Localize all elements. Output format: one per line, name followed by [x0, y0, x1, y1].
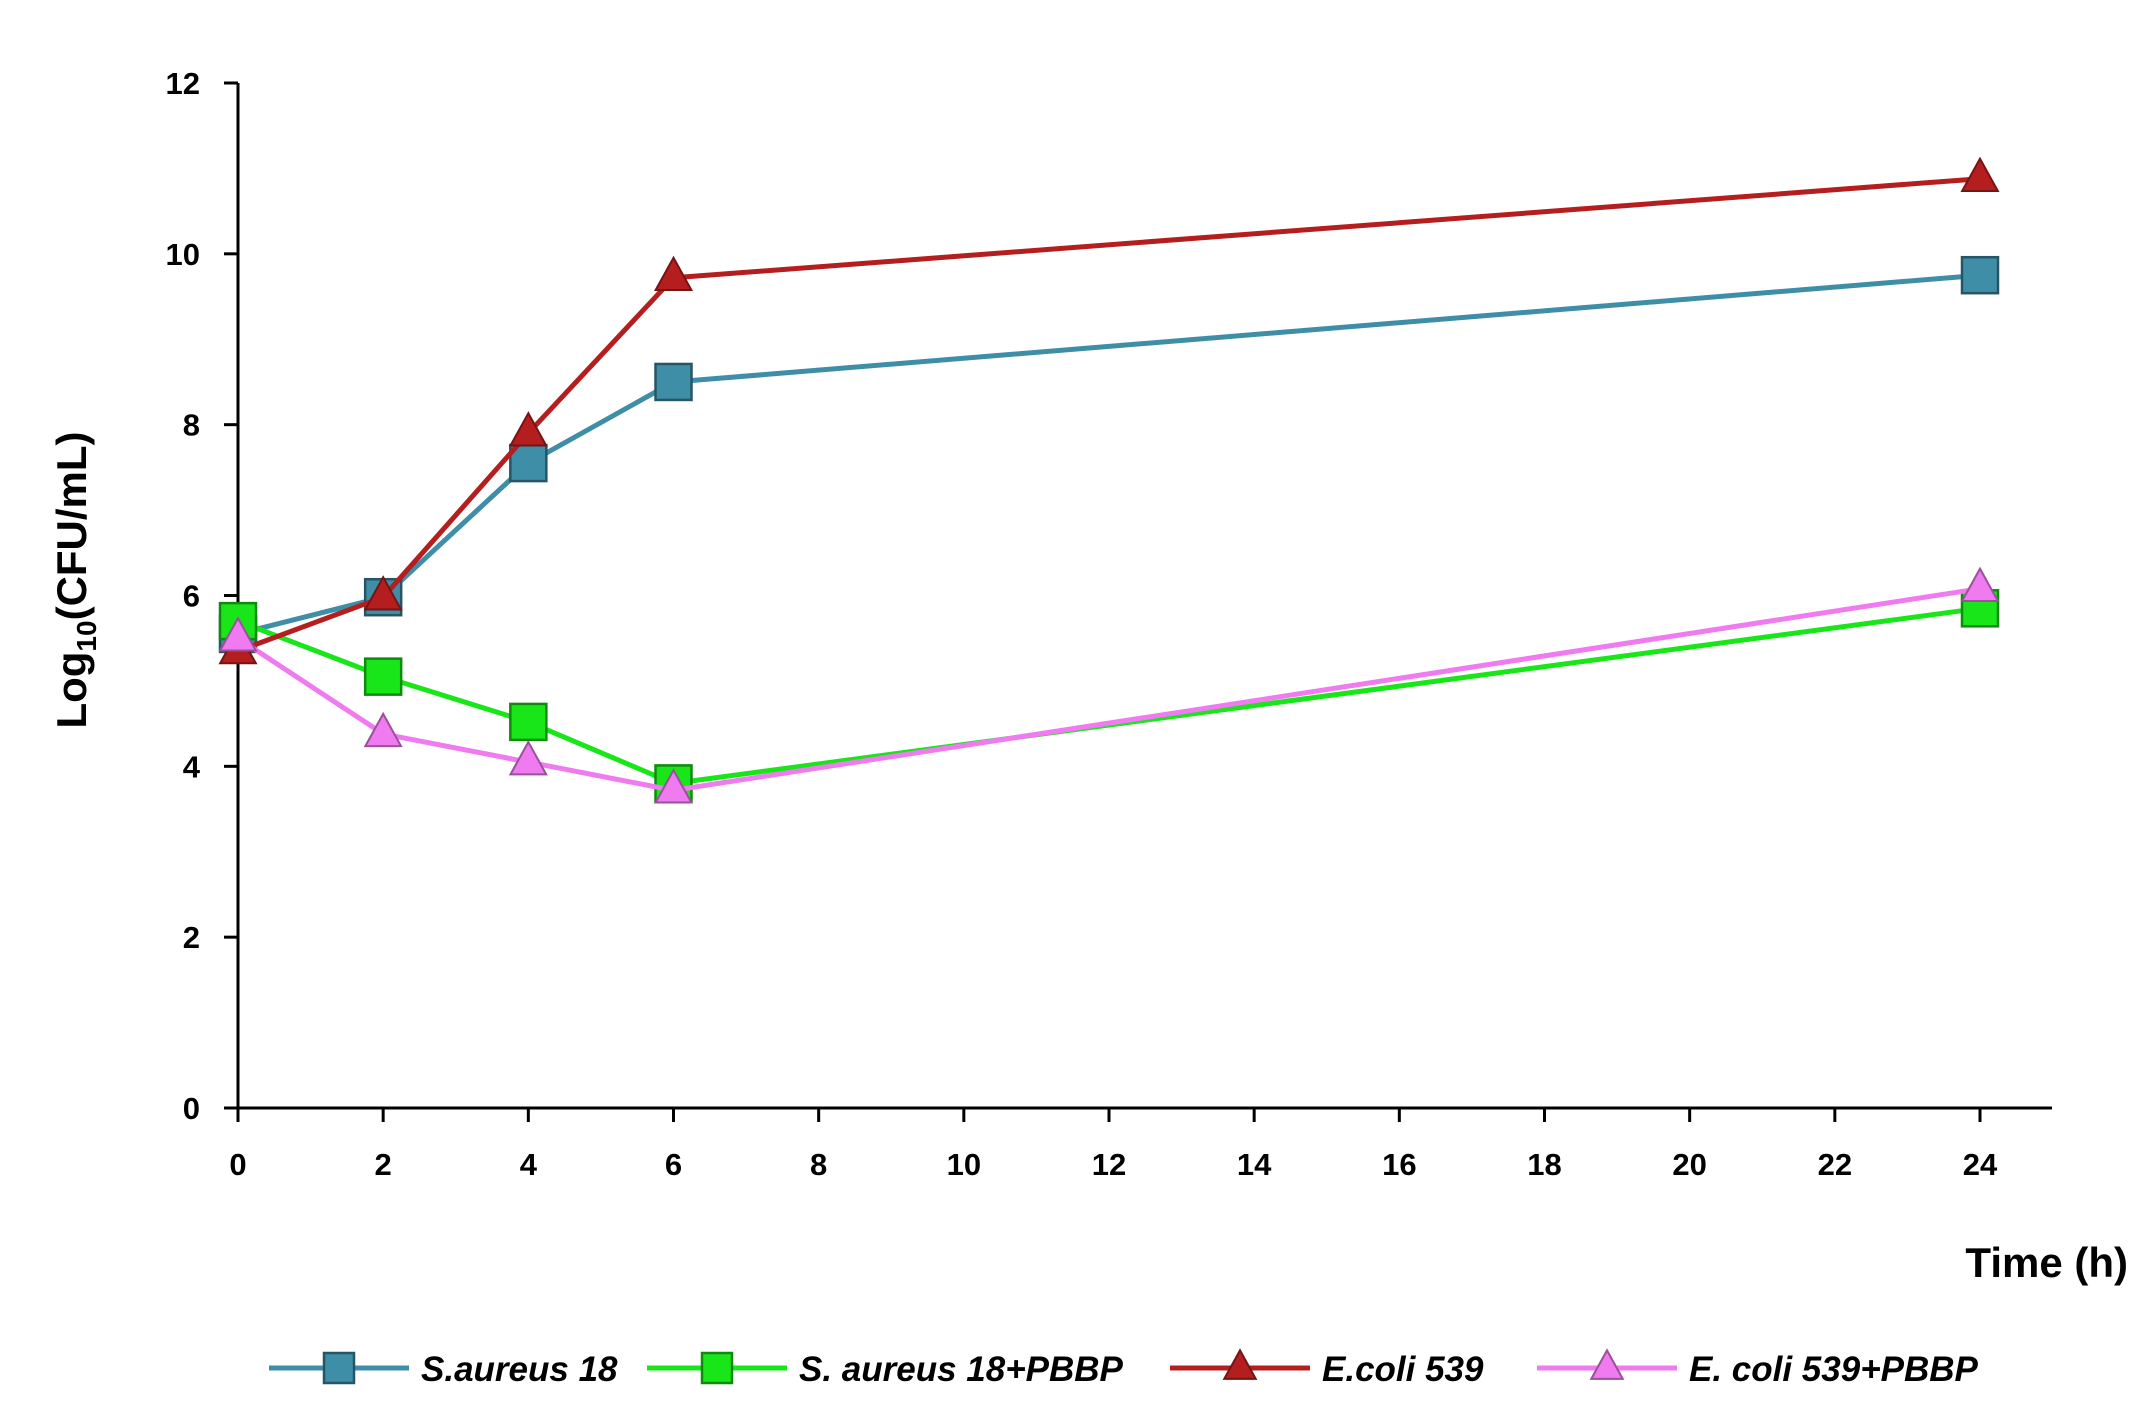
- legend-item: S. aureus 18+PBBP: [647, 1350, 1124, 1389]
- series-line: [237, 272, 1981, 637]
- y-tick-label: 4: [183, 749, 201, 784]
- y-tick-label: 2: [183, 920, 200, 955]
- x-tick-label: 12: [1092, 1147, 1126, 1182]
- data-point: [363, 711, 403, 748]
- x-tick-label: 14: [1237, 1147, 1272, 1182]
- series-2: [218, 589, 2000, 803]
- x-tick-label: 8: [810, 1147, 827, 1182]
- legend-label: S.aureus 18: [421, 1350, 618, 1389]
- y-axis-title-rest: (CFU/mL): [48, 431, 95, 620]
- data-point: [218, 616, 258, 652]
- y-tick-label: 8: [183, 408, 200, 443]
- data-point: [653, 255, 694, 292]
- y-tick-label: 0: [183, 1091, 200, 1126]
- series-4: [218, 566, 2000, 804]
- series-layer: [218, 156, 2000, 804]
- data-point: [508, 411, 548, 447]
- data-point: [363, 657, 403, 696]
- series-line: [237, 176, 1981, 654]
- series-line: [236, 586, 1981, 793]
- data-point: [509, 443, 548, 483]
- legend-item: E.coli 539: [1170, 1348, 1484, 1389]
- y-axis-title: Log10(CFU/mL): [48, 431, 102, 728]
- data-point: [1960, 156, 2000, 192]
- x-tick-label: 16: [1382, 1147, 1416, 1182]
- legend-item: E. coli 539+PBBP: [1537, 1348, 1979, 1389]
- series-1: [218, 255, 2000, 654]
- x-axis-title: Time (h): [1965, 1239, 2128, 1286]
- x-tick-label: 24: [1963, 1147, 1998, 1182]
- legend-label: E. coli 539+PBBP: [1689, 1350, 1979, 1389]
- data-point: [509, 702, 548, 742]
- data-point: [1960, 255, 2000, 295]
- x-tick-label: 0: [229, 1147, 246, 1182]
- y-tick-label: 10: [166, 237, 200, 272]
- legend-item: S.aureus 18: [269, 1350, 618, 1389]
- legend-label: S. aureus 18+PBBP: [799, 1350, 1124, 1389]
- y-tick-label: 6: [183, 579, 200, 614]
- series-3: [218, 156, 2000, 665]
- y-axis-title-subscript: 10: [71, 620, 102, 651]
- legend-swatch-marker: [1222, 1348, 1258, 1380]
- legend: S.aureus 18 S. aureus 18+PBBP E.coli 539 E.…: [269, 1348, 1979, 1389]
- y-axis-title-base: Log: [48, 652, 95, 729]
- data-point: [508, 739, 548, 776]
- data-point: [1960, 566, 2000, 602]
- x-tick-label: 4: [520, 1147, 538, 1182]
- x-tick-label: 18: [1527, 1147, 1561, 1182]
- legend-swatch-marker: [700, 1351, 734, 1385]
- x-tick-label: 20: [1672, 1147, 1706, 1182]
- data-point: [653, 768, 694, 804]
- x-tick-label: 22: [1818, 1147, 1852, 1182]
- x-tick-label: 2: [375, 1147, 392, 1182]
- x-tick-label: 10: [947, 1147, 981, 1182]
- data-point: [363, 575, 403, 611]
- data-point: [654, 362, 693, 402]
- legend-swatch-marker: [1589, 1348, 1625, 1380]
- y-tick-label: 12: [166, 66, 200, 101]
- legend-swatch-marker: [322, 1351, 356, 1385]
- legend-label: E.coli 539: [1322, 1350, 1484, 1389]
- x-tick-label: 6: [665, 1147, 682, 1182]
